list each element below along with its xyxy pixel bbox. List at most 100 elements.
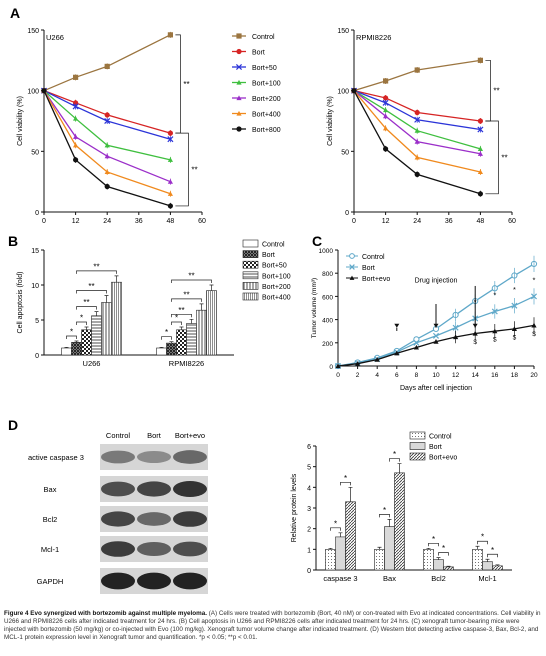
x-tick-label: 60 [198,218,206,225]
legend-marker [236,33,242,39]
category-label: RPMI8226 [169,359,204,368]
data-point [374,357,380,362]
significance-bracket [171,298,202,302]
error-bar [426,547,431,550]
y-tick-label: 150 [27,28,39,35]
y-tick-label: 0 [307,568,311,575]
y-tick-label: 1000 [319,248,334,255]
significance-dollar: $ [532,331,536,338]
blot-row-label: active caspase 3 [28,453,84,462]
significance-label: * [481,533,484,542]
caption-text: (A) Cells were treated with bortezomib (… [4,610,541,642]
x-tick-label: 48 [167,218,175,225]
y-axis-label: Cell viability (%) [17,96,24,146]
legend-swatch [242,282,259,290]
legend-swatch [242,239,259,248]
significance-label: ** [83,298,89,307]
significance-bracket [76,306,97,310]
x-tick-label: 12 [452,372,460,379]
x-tick-label: 0 [42,218,46,225]
figure-caption: Figure 4 Evo synergized with bortezomib … [4,610,542,642]
bar [196,309,207,356]
significance-label: * [334,519,337,528]
significance-bracket [171,321,182,325]
data-point [413,336,420,343]
chart-title: RPMI8226 [356,33,391,42]
x-tick-label: 36 [135,218,143,225]
apoptosis-bar-chart: 0 5 10 15 Cell apoptosis (fold) U266 RPMI8226 *… [17,239,291,368]
data-point [73,74,79,80]
error-bar [475,545,480,550]
legend-label: Bort+evo [362,276,390,283]
significance-label: * [344,474,347,483]
legend-marker [349,253,355,259]
series-line [353,90,481,131]
series-line [43,90,171,134]
data-point [104,63,110,69]
series-line [353,90,481,150]
error-bar [209,284,214,291]
significance-label: ** [88,282,94,291]
data-point [104,169,110,175]
bar [101,302,112,356]
data-point [413,344,419,350]
error-bar [387,519,392,527]
legend-label: Bort+200 [262,284,291,291]
significance-bracket [171,313,192,318]
bar [61,347,72,356]
data-point [167,157,173,162]
bar [423,549,434,571]
panel-label-a: A [10,5,20,21]
blot-row-label: GAPDH [37,577,64,586]
x-tick-label: 10 [432,372,440,379]
significance-bracket [485,120,499,195]
error-bar [328,547,333,550]
x-axis-label: Days after cell injection [400,385,472,392]
error-bar [338,532,343,537]
y-tick-label: 150 [337,28,349,35]
x-tick-label: 2 [356,372,360,379]
significance-dollar: $ [513,334,517,341]
x-tick-label: 36 [445,218,453,225]
error-bar [169,341,174,344]
data-point [335,363,341,369]
significance-bracket [76,290,107,294]
legend-swatch [409,442,426,450]
legend-marker [236,48,242,55]
legend-marker [349,275,355,280]
significance-star: * [493,291,496,300]
injection-arrowhead [394,323,400,328]
bar [81,329,92,356]
bar [91,315,102,356]
significance-star: * [533,275,536,284]
legend-label: Bort [429,444,442,451]
data-point [355,361,361,366]
significance-label: * [383,506,386,515]
data-point [477,191,483,197]
data-point [414,67,420,73]
significance-bracket [76,270,117,274]
data-point [432,332,440,339]
data-point [167,136,174,143]
series-line [43,90,171,195]
significance-bracket [477,540,488,545]
data-point [104,153,110,159]
data-point [167,32,173,38]
y-tick-label: 5 [307,465,311,472]
x-tick-label: 8 [415,372,419,379]
data-point [383,107,389,113]
data-point [414,109,420,116]
data-point [383,95,389,101]
significance-bracket [428,542,439,547]
y-tick-label: 4 [307,485,311,492]
blot-column-label: Bort [147,431,162,440]
significance-label: ** [191,166,197,175]
bar [111,281,122,356]
y-tick-label: 800 [322,271,333,278]
error-bar [377,546,382,550]
y-axis-label: Cell apoptosis (fold) [17,272,24,334]
category-label: U266 [83,359,101,368]
y-tick-label: 600 [322,294,333,301]
blot-band [173,572,207,590]
data-point [477,126,484,133]
